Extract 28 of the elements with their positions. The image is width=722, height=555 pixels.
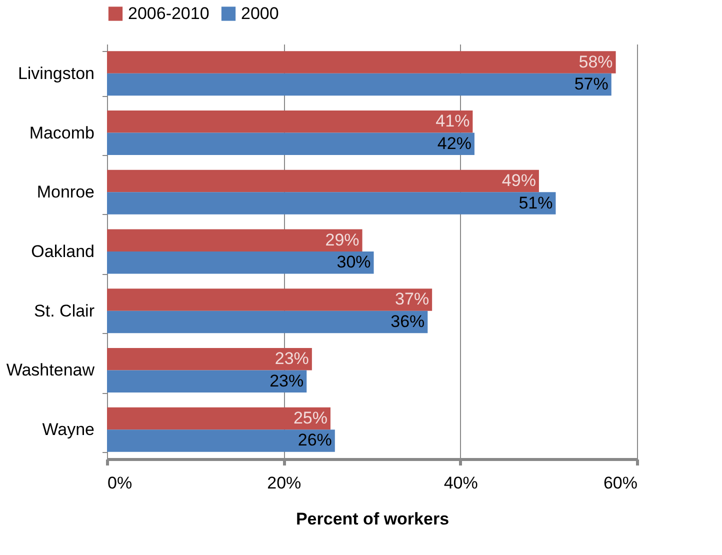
data-label: 41% [436, 112, 470, 131]
data-label: 37% [395, 290, 430, 309]
y-tick-label: Monroe [36, 182, 94, 202]
data-label: 58% [578, 52, 613, 72]
data-label: 26% [298, 430, 332, 450]
data-label: 25% [293, 408, 328, 428]
data-label: 29% [325, 230, 360, 250]
y-tick-label: Wayne [42, 420, 94, 440]
legend-label: 2000 [241, 4, 279, 23]
x-tick-label: 0% [108, 474, 132, 492]
x-tick-label: 40% [444, 474, 478, 492]
data-label: 23% [270, 371, 304, 390]
y-tick-label: Oakland [31, 242, 94, 261]
data-label: 36% [390, 312, 425, 332]
y-tick-label: Washtenaw [6, 360, 96, 380]
data-label: 51% [518, 193, 553, 212]
data-label: 30% [336, 252, 371, 272]
data-label: 23% [274, 349, 309, 368]
y-tick-label: St. Clair [34, 301, 95, 320]
data-label: 49% [502, 170, 536, 190]
data-label: 42% [437, 134, 472, 153]
legend-label: 2006-2010 [128, 4, 210, 23]
x-tick-label: 60% [603, 474, 638, 492]
y-tick-label: Macomb [29, 123, 94, 142]
x-axis-title: Percent of workers [296, 510, 450, 528]
data-label: 57% [574, 74, 608, 94]
y-tick-label: Livingston [18, 64, 94, 83]
x-tick-label: 20% [267, 474, 302, 492]
